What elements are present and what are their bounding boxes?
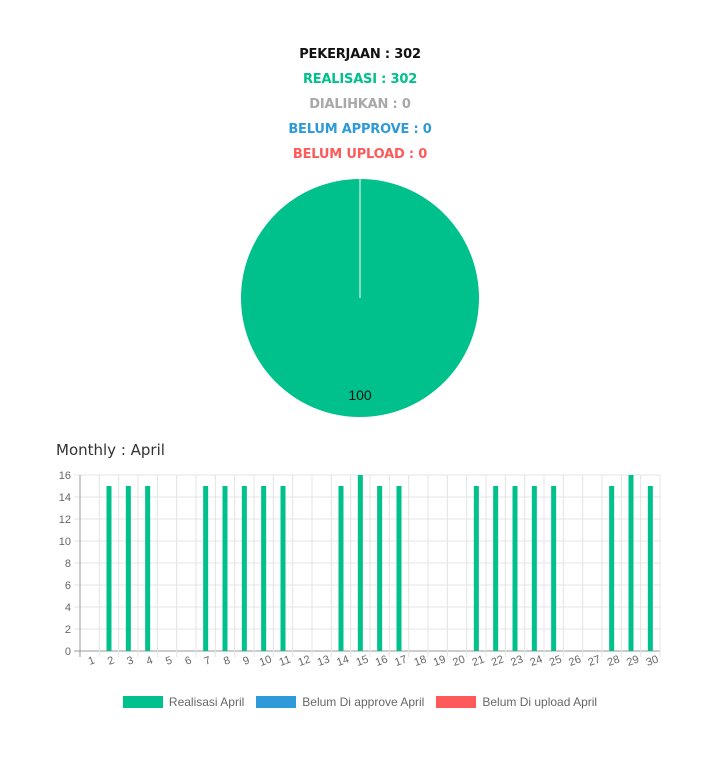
x-tick-label: 29 bbox=[625, 653, 641, 668]
bar-realisasi-april bbox=[280, 486, 286, 651]
x-tick-label: 9 bbox=[241, 654, 251, 667]
bar-realisasi-april bbox=[551, 486, 557, 651]
y-tick-label: 12 bbox=[59, 514, 71, 526]
legend-item-belum-upload[interactable]: Belum Di upload April bbox=[436, 695, 597, 709]
x-tick-label: 23 bbox=[509, 653, 525, 668]
bar-legend: Realisasi April Belum Di approve April B… bbox=[0, 695, 720, 709]
x-tick-label: 16 bbox=[374, 653, 390, 668]
y-tick-label: 16 bbox=[59, 470, 71, 482]
x-tick-label: 3 bbox=[125, 654, 135, 667]
bar-realisasi-april bbox=[222, 486, 228, 651]
x-tick-label: 10 bbox=[258, 653, 274, 668]
bar-realisasi-april bbox=[609, 486, 615, 651]
bar-realisasi-april bbox=[531, 486, 537, 651]
y-tick-label: 14 bbox=[59, 492, 71, 504]
legend-item-belum-approve[interactable]: Belum Di approve April bbox=[256, 695, 424, 709]
bar-realisasi-april bbox=[512, 486, 518, 651]
monthly-title: Monthly : April bbox=[56, 441, 165, 459]
bar-realisasi-april bbox=[357, 475, 363, 651]
summary-stats: PEKERJAAN : 302 REALISASI : 302 DIALIHKA… bbox=[0, 42, 720, 167]
x-tick-label: 13 bbox=[316, 653, 332, 668]
y-tick-label: 4 bbox=[65, 602, 71, 614]
bar-realisasi-april bbox=[203, 486, 209, 651]
x-tick-label: 28 bbox=[606, 653, 622, 668]
x-tick-label: 17 bbox=[393, 653, 409, 668]
x-tick-label: 6 bbox=[183, 654, 193, 667]
x-tick-label: 4 bbox=[145, 654, 155, 667]
x-tick-label: 18 bbox=[412, 653, 428, 668]
pie-data-label: 100 bbox=[348, 387, 372, 403]
x-tick-label: 15 bbox=[354, 653, 370, 668]
bar-realisasi-april bbox=[261, 486, 267, 651]
legend-label-realisasi: Realisasi April bbox=[168, 695, 245, 709]
x-tick-label: 30 bbox=[644, 653, 660, 668]
bar-realisasi-april bbox=[338, 486, 344, 651]
x-tick-label: 24 bbox=[528, 653, 544, 668]
pekerjaan-total: PEKERJAAN : 302 bbox=[299, 47, 421, 62]
x-tick-label: 25 bbox=[548, 653, 564, 668]
y-tick-label: 10 bbox=[59, 536, 71, 548]
x-tick-label: 8 bbox=[222, 654, 232, 667]
y-tick-label: 0 bbox=[65, 646, 71, 658]
bar-realisasi-april bbox=[241, 486, 247, 651]
x-tick-label: 5 bbox=[164, 654, 174, 667]
y-tick-label: 6 bbox=[65, 580, 71, 592]
x-tick-label: 21 bbox=[470, 653, 486, 668]
x-tick-label: 12 bbox=[296, 653, 312, 668]
bar-realisasi-april bbox=[473, 486, 479, 651]
x-tick-label: 7 bbox=[203, 654, 213, 667]
legend-label-belum-upload: Belum Di upload April bbox=[482, 695, 598, 709]
y-tick-label: 8 bbox=[65, 558, 71, 570]
bar-realisasi-april bbox=[396, 486, 402, 651]
legend-swatch-belum-approve bbox=[256, 696, 297, 708]
x-tick-label: 1 bbox=[87, 654, 97, 667]
belum-approve-total: BELUM APPROVE : 0 bbox=[288, 122, 432, 137]
x-tick-label: 22 bbox=[490, 653, 506, 668]
x-tick-label: 11 bbox=[278, 654, 293, 669]
legend-label-belum-approve: Belum Di approve April bbox=[302, 695, 425, 709]
x-tick-label: 26 bbox=[567, 653, 583, 668]
y-tick-label: 2 bbox=[65, 624, 71, 636]
legend-swatch-belum-upload bbox=[436, 696, 477, 708]
bar-realisasi-april bbox=[628, 475, 634, 651]
belum-upload-total: BELUM UPLOAD : 0 bbox=[292, 147, 428, 162]
realisasi-total: REALISASI : 302 bbox=[302, 72, 418, 87]
bar-realisasi-april bbox=[106, 486, 112, 651]
bar-realisasi-april bbox=[377, 486, 383, 651]
bar-realisasi-april bbox=[493, 486, 499, 651]
x-tick-label: 14 bbox=[335, 653, 351, 668]
pie-chart: 100 bbox=[241, 179, 479, 417]
legend-item-realisasi[interactable]: Realisasi April bbox=[122, 695, 245, 709]
legend-swatch-realisasi bbox=[122, 696, 163, 708]
x-tick-label: 27 bbox=[586, 653, 602, 668]
x-tick-label: 19 bbox=[432, 653, 448, 668]
x-tick-label: 2 bbox=[106, 654, 116, 667]
bar-realisasi-april bbox=[125, 486, 131, 651]
bar-realisasi-april bbox=[145, 486, 151, 651]
x-tick-label: 20 bbox=[451, 653, 467, 668]
dialihkan-total: DIALIHKAN : 0 bbox=[309, 97, 411, 112]
bar-realisasi-april bbox=[647, 486, 653, 651]
